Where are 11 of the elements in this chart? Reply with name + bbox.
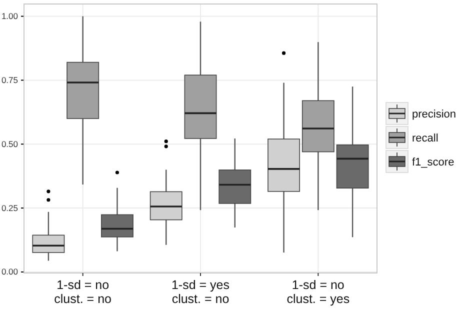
x-tick-label: 1-sd = no clust. = yes [286,278,350,306]
y-tick-label: 0.00 [1,266,18,277]
y-tick-label: 0.25 [1,202,18,213]
legend-label: recall [412,132,438,144]
y-tick-label: 1.00 [1,10,18,21]
x-tick-label: 1-sd = no clust. = no [54,278,112,306]
x-tick-label: 1-sd = yes clust. = no [171,278,230,306]
legend-label: precision [412,108,456,120]
y-tick-label: 0.75 [1,74,18,85]
y-tick-label: 0.50 [1,138,18,149]
legend-label: f1_score [412,156,454,168]
